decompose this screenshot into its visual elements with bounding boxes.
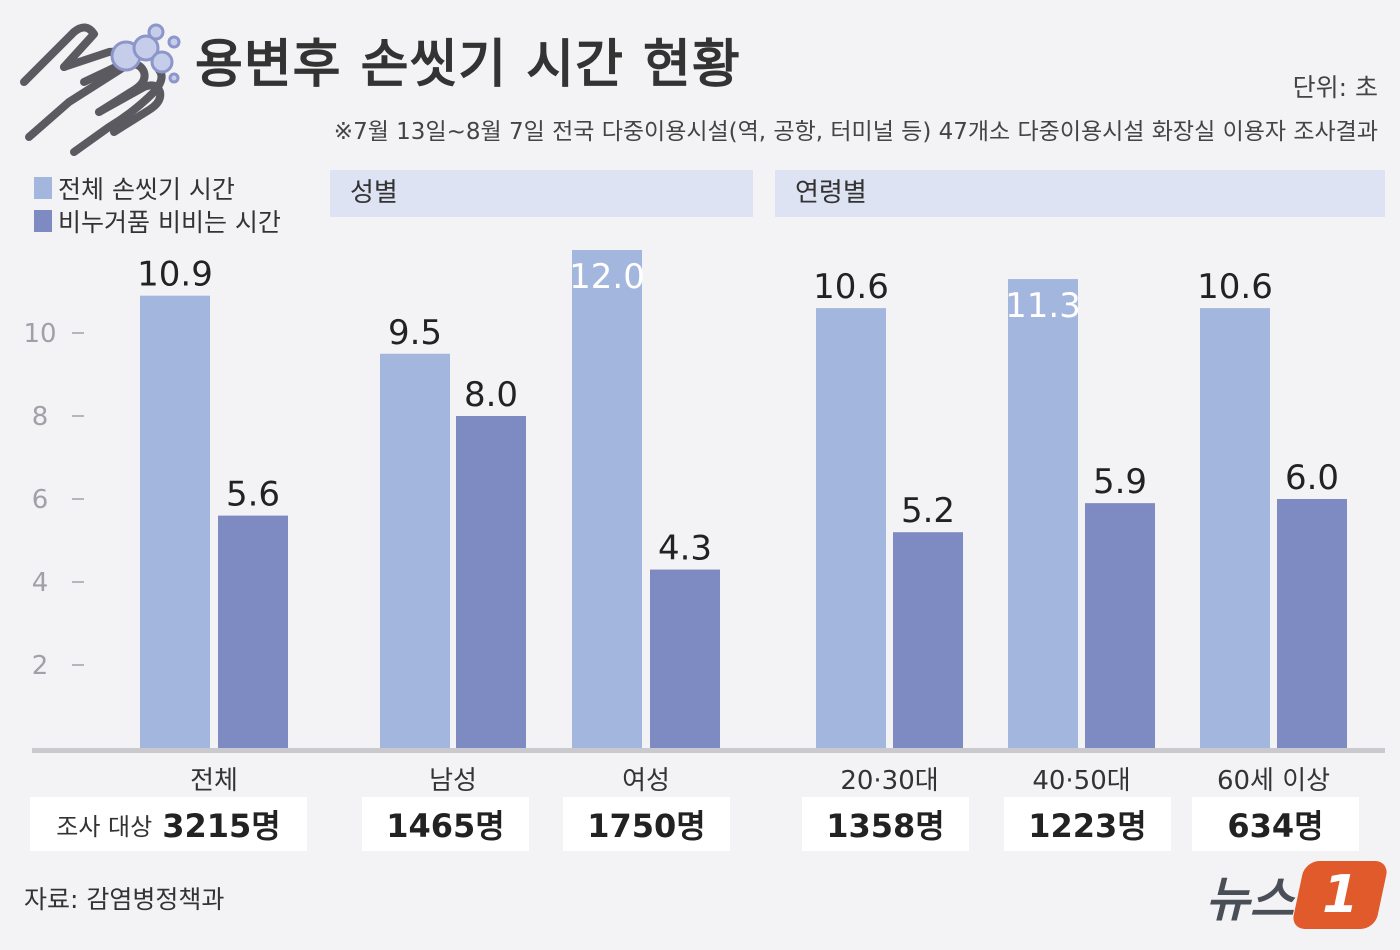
bar-soap — [1277, 499, 1347, 748]
legend-label-total: 전체 손씻기 시간 — [58, 175, 235, 204]
data-label: 10.9 — [137, 255, 213, 295]
survey-count-3: 1358명 — [802, 797, 969, 851]
category-label: 남성 — [429, 766, 477, 796]
data-label: 10.6 — [1197, 267, 1273, 307]
survey-value: 634명 — [1227, 807, 1324, 845]
survey-value: 3215명 — [162, 807, 281, 845]
bar-total — [816, 308, 886, 748]
survey-count-0: 조사 대상 3215명 — [30, 797, 307, 851]
data-label: 9.5 — [388, 313, 442, 353]
bar-soap — [650, 569, 720, 748]
bar-total — [380, 353, 450, 748]
x-axis-baseline — [32, 748, 1385, 753]
data-label: 8.0 — [464, 375, 518, 415]
data-label: 5.9 — [1093, 462, 1147, 502]
bar-total — [572, 250, 642, 748]
survey-value: 1358명 — [826, 807, 945, 845]
bar-total — [140, 295, 210, 748]
y-tick-label: 4 — [32, 568, 49, 598]
data-label: 6.0 — [1285, 458, 1339, 498]
y-tick-label: 10 — [23, 319, 56, 349]
chart-title: 용변후 손씻기 시간 현황 — [195, 35, 741, 95]
y-tick-label: 2 — [32, 651, 49, 681]
survey-count-4: 1223명 — [1004, 797, 1171, 851]
group-band-age: 연령별 — [775, 170, 1385, 217]
news1-logo: 뉴스 1 — [1205, 860, 1390, 930]
category-label: 20·30대 — [840, 766, 938, 796]
data-label: 11.3 — [1005, 286, 1081, 326]
bar-soap — [218, 515, 288, 748]
bar-total — [1008, 279, 1078, 748]
y-tick-label: 6 — [32, 485, 49, 515]
legend-label-soap: 비누거품 비비는 시간 — [58, 208, 281, 237]
legend-swatch-soap — [34, 210, 52, 232]
unit-label: 단위: 초 — [1292, 73, 1378, 102]
category-label: 전체 — [190, 766, 238, 796]
legend-item-total: 전체 손씻기 시간 — [34, 170, 235, 206]
group-band-gender: 성별 — [330, 170, 753, 217]
survey-count-1: 1465명 — [362, 797, 529, 851]
category-label: 60세 이상 — [1217, 766, 1330, 796]
survey-prefix: 조사 대상 — [56, 812, 153, 841]
category-label: 40·50대 — [1032, 766, 1130, 796]
data-label: 4.3 — [658, 529, 712, 569]
bar-soap — [893, 532, 963, 748]
survey-count-5: 634명 — [1192, 797, 1359, 851]
bar-soap — [456, 416, 526, 748]
bar-soap — [1085, 503, 1155, 748]
logo-text: 뉴스 — [1205, 872, 1294, 928]
data-label: 12.0 — [569, 257, 645, 297]
survey-value: 1223명 — [1028, 807, 1147, 845]
legend-swatch-total — [34, 177, 52, 199]
legend-item-soap: 비누거품 비비는 시간 — [34, 203, 281, 239]
logo-badge: 1 — [1290, 861, 1390, 929]
survey-value: 1750명 — [587, 807, 706, 845]
category-label: 여성 — [622, 766, 670, 796]
handwash-icon — [20, 23, 181, 156]
bar-total — [1200, 308, 1270, 748]
y-tick-label: 8 — [32, 402, 49, 432]
bar-chart: 2 4 6 8 10 10.9 9.5 12.0 10.6 11.3 10.6 5.6 8.0 4.3 5.… — [23, 250, 1385, 796]
data-label: 5.6 — [226, 475, 280, 515]
data-label: 5.2 — [901, 491, 955, 531]
source-label: 자료: 감염병정책과 — [24, 885, 225, 914]
survey-note: ※7월 13일~8월 7일 전국 다중이용시설(역, 공항, 터미널 등) 47… — [333, 119, 1378, 145]
survey-value: 1465명 — [386, 807, 505, 845]
survey-count-2: 1750명 — [563, 797, 730, 851]
data-label: 10.6 — [813, 267, 889, 307]
